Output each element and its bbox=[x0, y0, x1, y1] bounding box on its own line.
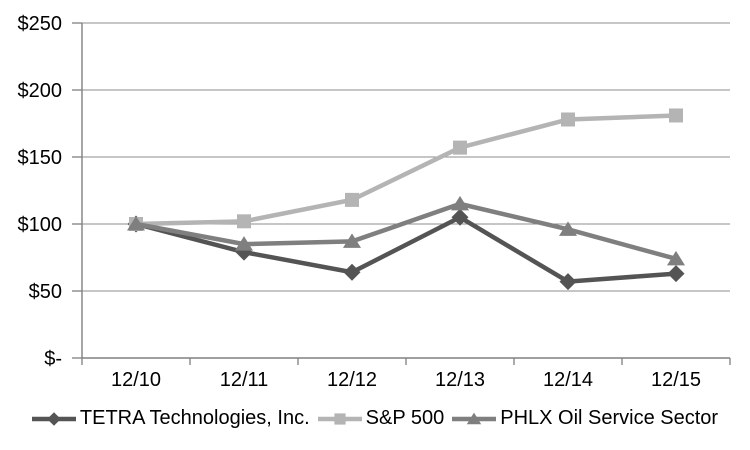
diamond-marker bbox=[667, 265, 685, 283]
legend-swatch-square-icon bbox=[317, 412, 362, 425]
legend-label: PHLX Oil Service Sector bbox=[500, 407, 719, 429]
legend-item: S&P 500 bbox=[317, 407, 445, 430]
triangle-marker bbox=[235, 236, 253, 251]
x-tick-label: 12/10 bbox=[111, 369, 161, 391]
y-tick-label: $150 bbox=[18, 147, 63, 169]
legend-label: S&P 500 bbox=[365, 407, 445, 429]
x-tick-label: 12/15 bbox=[651, 369, 701, 391]
y-tick-label: $- bbox=[44, 348, 62, 370]
y-tick-label: $250 bbox=[18, 13, 63, 35]
legend-swatch-triangle-icon bbox=[452, 412, 497, 424]
series-triangle bbox=[127, 195, 685, 266]
x-tick-label: 12/12 bbox=[327, 369, 377, 391]
x-tick-label: 12/11 bbox=[220, 369, 269, 391]
triangle-marker bbox=[667, 250, 685, 266]
y-tick-label: $100 bbox=[18, 214, 63, 236]
y-tick-label: $50 bbox=[29, 281, 62, 303]
chart-legend: TETRA Technologies, Inc. S&P 500 PHLX Oil … bbox=[0, 394, 750, 450]
diamond-marker bbox=[451, 208, 469, 226]
y-tick-label: $200 bbox=[18, 80, 63, 102]
square-marker bbox=[237, 214, 251, 229]
series-square bbox=[129, 108, 683, 231]
legend-swatch-diamond-icon bbox=[31, 411, 76, 426]
x-tick-label: 12/14 bbox=[543, 369, 593, 391]
diamond-marker bbox=[343, 263, 361, 281]
diamond-marker bbox=[47, 411, 61, 426]
legend-item: PHLX Oil Service Sector bbox=[452, 407, 718, 430]
triangle-marker bbox=[467, 412, 482, 424]
triangle-marker bbox=[451, 195, 469, 211]
series-line bbox=[135, 214, 677, 284]
triangle-marker bbox=[559, 221, 577, 236]
series-line bbox=[135, 201, 677, 262]
series-line bbox=[135, 113, 677, 227]
square-marker bbox=[669, 108, 683, 123]
square-marker bbox=[334, 412, 346, 425]
chart-plot-area: $250 $200 $150 $100 $50 $- 12/10 12/11 12/12 12/1… bbox=[18, 13, 731, 391]
x-tick-label: 12/13 bbox=[435, 369, 485, 391]
legend-item: TETRA Technologies, Inc. bbox=[31, 407, 310, 430]
triangle-marker bbox=[127, 216, 145, 231]
diamond-marker bbox=[559, 273, 577, 291]
square-marker bbox=[453, 140, 467, 155]
square-marker bbox=[345, 192, 359, 207]
legend-label: TETRA Technologies, Inc. bbox=[79, 407, 310, 429]
triangle-marker bbox=[343, 233, 361, 248]
square-marker bbox=[561, 112, 575, 127]
